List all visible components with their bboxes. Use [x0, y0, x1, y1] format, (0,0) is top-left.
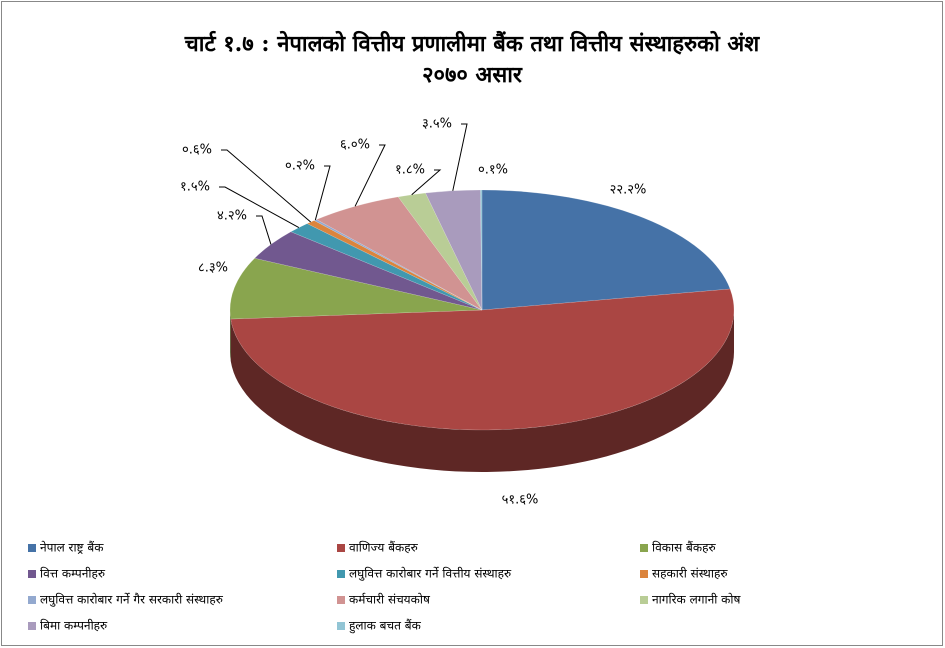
data-label: ५१.६%	[502, 493, 539, 508]
legend-label: वाणिज्य बैंकहरु	[349, 541, 419, 555]
legend-swatch	[337, 544, 345, 552]
pie-slice	[425, 189, 483, 311]
legend-swatch	[337, 596, 345, 604]
data-label: १.८%	[395, 163, 425, 178]
legend-label: नेपाल राष्ट्र बैंक	[40, 541, 104, 555]
legend-label: लघुवित्त कारोबार गर्ने गैर सरकारी संस्था…	[40, 593, 224, 608]
legend-label: बिमा कम्पनीहरु	[40, 619, 108, 633]
legend-swatch	[28, 544, 36, 552]
legend-label: कर्मचारी संचयकोष	[349, 593, 431, 607]
leader-line	[354, 144, 386, 207]
data-label: ०.१%	[478, 163, 508, 178]
legend-label: हुलाक बचत बैंक	[349, 619, 422, 634]
legend-swatch	[640, 596, 648, 604]
data-label: १.५%	[180, 180, 210, 195]
legend-swatch	[28, 570, 36, 578]
leader-line	[219, 186, 300, 229]
legend-swatch	[640, 570, 648, 578]
legend-swatch	[337, 622, 345, 630]
chart-title: चार्ट १.७ : नेपालको वित्तीय प्रणालीमा बै…	[184, 30, 760, 57]
pie-slice	[230, 288, 735, 431]
legend-label: वित्त कम्पनीहरु	[40, 567, 106, 581]
data-label: ८.३%	[198, 261, 228, 276]
leader-line	[314, 165, 331, 221]
legend-swatch	[28, 622, 36, 630]
pie-slice	[481, 189, 731, 311]
data-label: ६.०%	[340, 138, 370, 153]
pie-slice	[229, 257, 483, 320]
pie-slice	[315, 196, 483, 311]
legend-label: लघुवित्त कारोबार गर्ने वित्तीय संस्थाहरु	[349, 567, 512, 582]
leader-line	[221, 149, 311, 223]
pie-slice	[397, 192, 483, 311]
data-label: ३.५%	[422, 117, 452, 132]
legend-label: सहकारी संस्थाहरु	[652, 567, 728, 581]
data-label: ४.२%	[217, 209, 247, 224]
legend-swatch	[28, 596, 36, 604]
leader-line	[452, 123, 468, 191]
pie-slice	[313, 219, 483, 311]
pie-slice	[480, 189, 483, 311]
legend-swatch	[640, 544, 648, 552]
data-label: ०.२%	[285, 159, 315, 174]
leader-line	[411, 169, 442, 196]
legend-label: विकास बैंकहरु	[652, 541, 716, 555]
pie-slice-side	[230, 310, 735, 473]
data-label: ०.६%	[182, 143, 212, 158]
leader-line	[256, 215, 272, 245]
legend-swatch	[337, 570, 345, 578]
legend-label: नागरिक लगानी कोष	[652, 593, 741, 607]
chart-subtitle: २०७० असार	[422, 62, 523, 88]
pie-slice-side	[230, 310, 231, 362]
data-label: २२.२%	[610, 183, 647, 198]
